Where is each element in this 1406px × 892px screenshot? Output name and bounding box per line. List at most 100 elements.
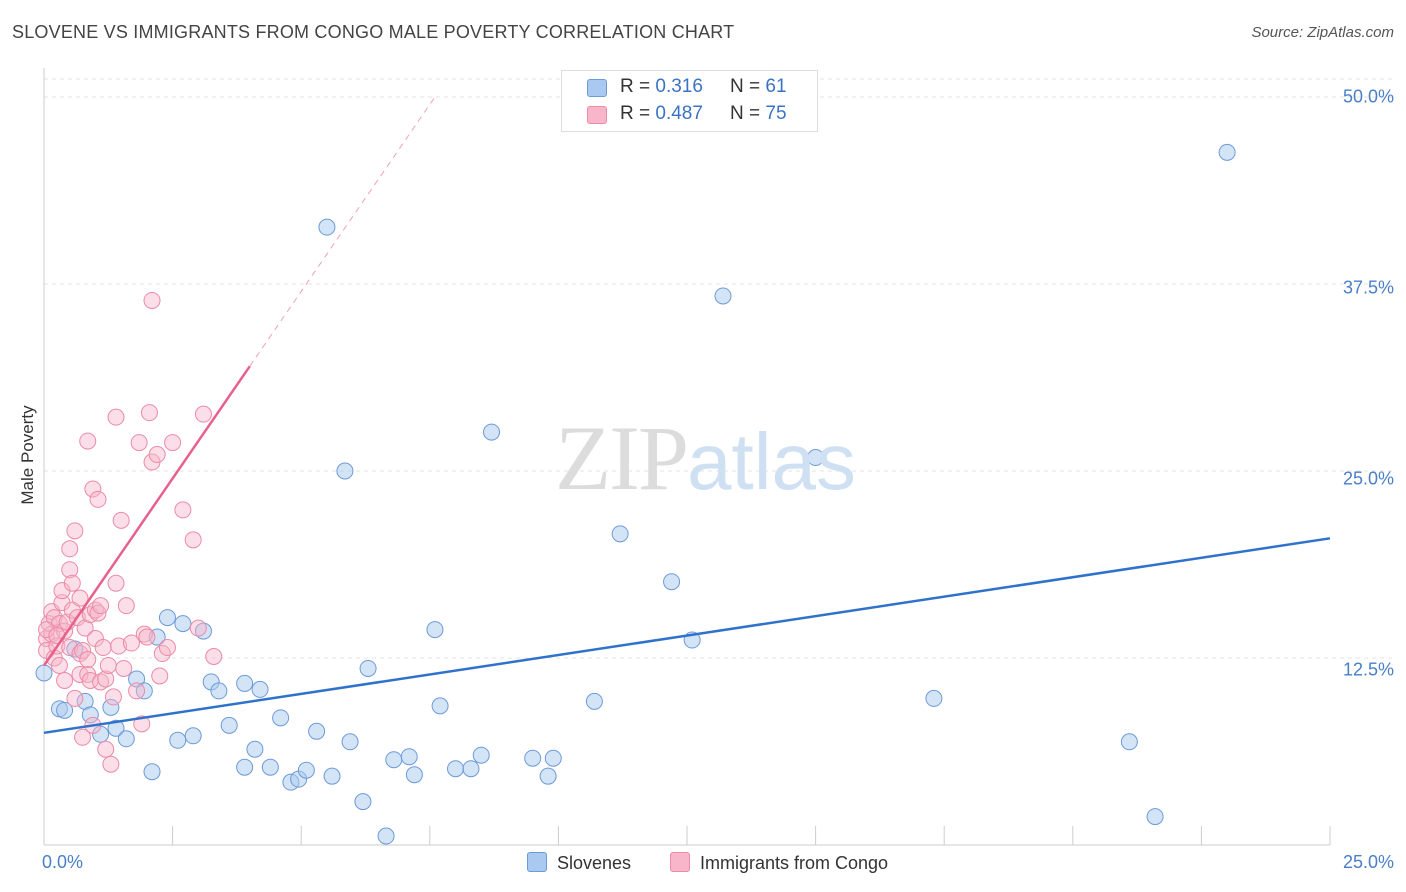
legend-n: N = 61	[730, 76, 787, 98]
congo-point	[143, 291, 161, 309]
slovenes-point	[483, 423, 501, 441]
slovenes-point	[611, 525, 629, 543]
chart-title: SLOVENE VS IMMIGRANTS FROM CONGO MALE PO…	[12, 22, 735, 42]
congo-point	[66, 689, 84, 707]
slovenes-point	[431, 697, 449, 715]
correlation-legend: R = 0.316 N = 61 R = 0.487 N = 75	[561, 70, 818, 132]
slovenes-point	[220, 716, 238, 734]
congo-point	[89, 490, 107, 508]
slovenes-point	[297, 761, 315, 779]
congo-point	[66, 522, 84, 540]
congo-point	[94, 639, 112, 657]
slovenes-point	[143, 763, 161, 781]
y-tick-label: 12.5%	[1342, 659, 1394, 680]
congo-point	[104, 688, 122, 706]
congo-point	[92, 597, 110, 615]
slovenes-point	[184, 727, 202, 745]
slovenes-point	[107, 719, 125, 737]
slovenes-point	[539, 767, 557, 785]
slovenes-trend-line	[43, 537, 1331, 735]
congo-point	[194, 405, 212, 423]
slovenes-point	[308, 722, 326, 740]
slovenes-point	[341, 733, 359, 751]
slovenes-point	[194, 622, 212, 640]
congo-point	[138, 628, 156, 646]
congo-point	[86, 601, 104, 619]
congo-point	[84, 480, 102, 498]
legend-n: N = 75	[730, 103, 787, 125]
legend-row-congo: R = 0.487 N = 75	[562, 101, 817, 127]
congo-point	[184, 531, 202, 549]
congo-point	[107, 574, 125, 592]
slovenes-point	[1120, 733, 1138, 751]
congo-point	[74, 642, 92, 660]
congo-point	[205, 648, 223, 666]
slovenes-point	[272, 709, 290, 727]
congo-point	[97, 670, 115, 688]
congo-point	[115, 659, 133, 677]
legend-r: R = 0.487	[620, 103, 703, 125]
slovenes-point	[169, 731, 187, 749]
slovenes-point	[663, 573, 681, 591]
slovenes-point	[246, 740, 264, 758]
slovenes-point	[377, 827, 395, 845]
congo-point	[158, 639, 176, 657]
congo-point	[174, 501, 192, 519]
congo-point	[79, 650, 97, 668]
congo-point	[92, 673, 110, 691]
slovenes-point	[81, 706, 99, 724]
slovenes-point	[318, 218, 336, 236]
slovenes-point	[158, 609, 176, 627]
slovenes-point	[1146, 808, 1164, 826]
congo-point	[164, 434, 182, 452]
slovenes-point	[210, 682, 228, 700]
y-axis-label: Male Poverty	[18, 405, 37, 505]
congo-trend-extension	[249, 96, 436, 367]
slovenes-point	[336, 462, 354, 480]
slovenes-point	[148, 628, 166, 646]
slovenes-point	[544, 749, 562, 767]
slovenes-point	[405, 766, 423, 784]
slovenes-point	[807, 449, 825, 467]
slovenes-point	[323, 767, 341, 785]
slovenes-point	[251, 680, 269, 698]
legend-swatch-slovenes	[587, 79, 607, 97]
watermark-atlas: atlas	[687, 417, 856, 506]
congo-point	[189, 619, 207, 637]
slovenes-point	[236, 674, 254, 692]
slovenes-point	[354, 793, 372, 811]
legend-n-value: 75	[765, 103, 787, 124]
congo-point	[38, 621, 56, 639]
congo-point	[61, 639, 79, 657]
slovenes-point	[925, 689, 943, 707]
congo-point	[71, 589, 89, 607]
congo-trend-line	[42, 365, 251, 667]
x-tick-label: 25.0%	[1342, 852, 1394, 872]
watermark-zip: ZIP	[555, 407, 689, 509]
congo-point	[61, 540, 79, 558]
slovenes-point	[400, 748, 418, 766]
slovenes-point	[385, 751, 403, 769]
legend-r: R = 0.316	[620, 76, 703, 98]
source-credit: Source: ZipAtlas.com	[1251, 24, 1394, 41]
congo-point	[50, 656, 68, 674]
congo-point	[148, 446, 166, 464]
congo-point	[130, 434, 148, 452]
slovenes-point	[472, 746, 490, 764]
legend-r-value: 0.316	[655, 76, 703, 97]
slovenes-point	[462, 760, 480, 778]
legend-r-label: R =	[620, 76, 656, 97]
slovenes-point	[426, 621, 444, 639]
congo-point	[97, 740, 115, 758]
congo-point	[107, 408, 125, 426]
legend-n-label: N =	[730, 76, 766, 97]
slovenes-point	[714, 287, 732, 305]
congo-point	[140, 404, 158, 422]
congo-point	[79, 432, 97, 450]
legend-r-value: 0.487	[655, 103, 703, 124]
slovenes-point	[447, 760, 465, 778]
x-tick-label: 0.0%	[42, 852, 84, 872]
legend-n-label: N =	[730, 103, 766, 124]
legend-row-slovenes: R = 0.316 N = 61	[562, 74, 817, 100]
